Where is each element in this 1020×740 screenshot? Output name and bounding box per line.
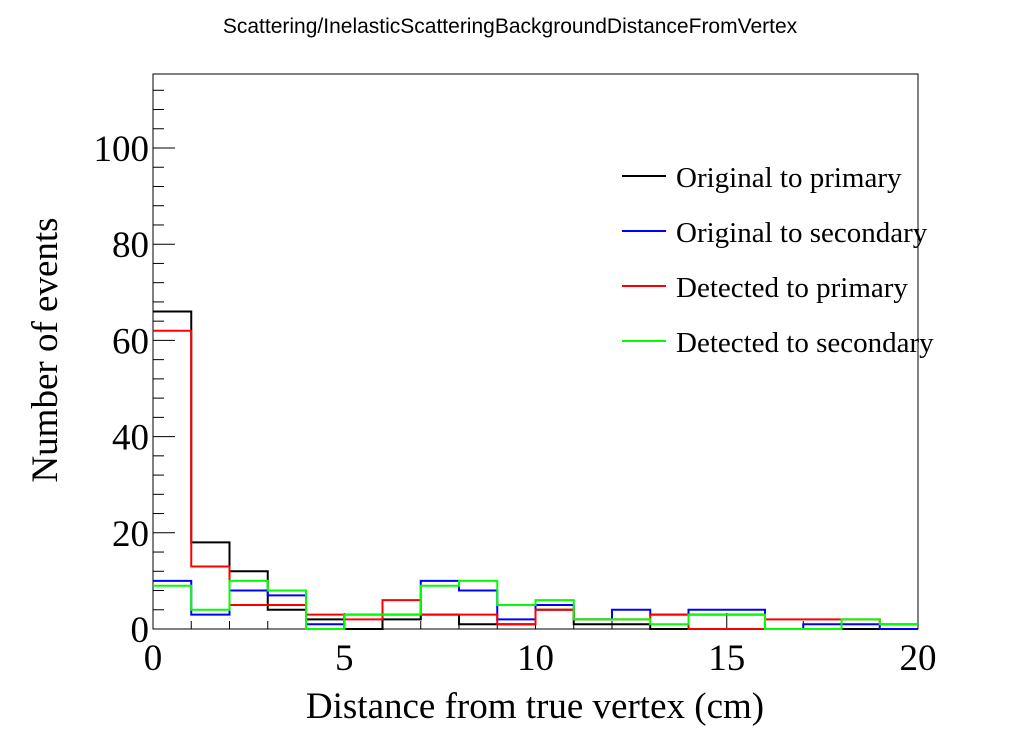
x-tick-label: 20 (900, 638, 937, 679)
y-axis-label: Number of events (25, 217, 66, 482)
legend: Original to primary Original to secondary… (622, 162, 934, 359)
y-tick-label: 20 (112, 514, 149, 555)
y-tick-label: 60 (112, 321, 149, 362)
y-tick-label: 40 (112, 418, 149, 459)
x-axis-label: Distance from true vertex (cm) (306, 686, 764, 727)
series-layer (153, 310, 918, 630)
y-tick-label: 0 (131, 610, 150, 651)
y-tick-label: 80 (112, 225, 149, 266)
legend-entry: Original to secondary (676, 217, 928, 249)
chart-title: Scattering/InelasticScatteringBackground… (223, 15, 798, 38)
x-tick-label: 5 (335, 638, 354, 679)
legend-entry: Detected to primary (676, 272, 908, 304)
x-tick-label: 15 (708, 638, 745, 679)
axis-ticks: 0 5 10 15 20 0 20 40 60 80 100 (94, 89, 937, 679)
x-tick-label: 10 (517, 638, 554, 679)
x-tick-label: 0 (144, 638, 163, 679)
y-tick-label: 100 (94, 129, 150, 170)
series-line-detected-to-secondary (153, 579, 918, 630)
legend-entry: Original to primary (676, 162, 902, 194)
legend-entry: Detected to secondary (676, 327, 934, 359)
